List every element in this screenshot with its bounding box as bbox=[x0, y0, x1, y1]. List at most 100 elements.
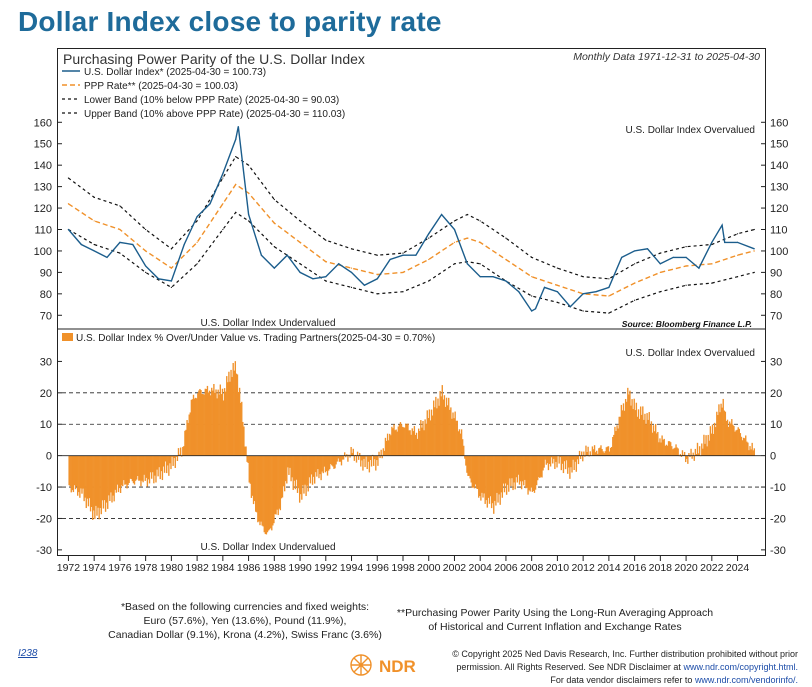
bar bbox=[745, 435, 747, 456]
bar bbox=[236, 374, 239, 456]
bar bbox=[141, 455, 143, 481]
bar bbox=[424, 419, 426, 456]
lower-band-line bbox=[68, 211, 755, 314]
chart-code-link[interactable]: I238 bbox=[18, 648, 38, 659]
bar bbox=[307, 455, 309, 492]
bar bbox=[134, 455, 137, 481]
bar bbox=[228, 371, 230, 456]
bar bbox=[716, 411, 718, 456]
bar bbox=[263, 455, 265, 533]
bar bbox=[115, 455, 117, 493]
vendor-link[interactable]: www.ndr.com/vendorinfo/. bbox=[694, 675, 798, 685]
x-tick-label: 2020 bbox=[674, 562, 698, 574]
bar bbox=[743, 438, 746, 456]
bar bbox=[567, 455, 569, 474]
bar bbox=[465, 455, 467, 466]
data-point bbox=[453, 228, 456, 231]
y-tick-label: 110 bbox=[770, 225, 788, 237]
bar bbox=[107, 455, 109, 509]
bar bbox=[209, 395, 212, 456]
data-point bbox=[608, 312, 610, 314]
bar bbox=[217, 389, 219, 456]
data-point bbox=[453, 263, 456, 265]
x-tick-label: 1978 bbox=[134, 562, 158, 574]
bar bbox=[389, 433, 391, 456]
bar bbox=[464, 455, 466, 459]
bar bbox=[445, 397, 448, 456]
data-point bbox=[325, 261, 327, 263]
bar bbox=[564, 455, 567, 470]
bar bbox=[540, 455, 542, 477]
data-point bbox=[753, 228, 755, 231]
bar bbox=[438, 405, 440, 456]
bar bbox=[548, 455, 551, 464]
bar bbox=[125, 455, 127, 485]
x-tick-label: 2018 bbox=[649, 562, 673, 574]
bar bbox=[353, 455, 356, 461]
data-point bbox=[299, 271, 301, 273]
bar bbox=[260, 455, 262, 522]
bar bbox=[651, 432, 654, 456]
bar bbox=[470, 455, 472, 483]
bar bbox=[408, 430, 410, 456]
bar bbox=[738, 428, 740, 456]
data-point bbox=[93, 250, 95, 252]
bar bbox=[550, 455, 553, 458]
bar bbox=[84, 455, 86, 498]
data-point bbox=[273, 222, 275, 224]
x-tick-label: 2006 bbox=[494, 562, 518, 574]
data-point bbox=[582, 276, 584, 278]
bar bbox=[356, 451, 359, 456]
bar bbox=[747, 442, 749, 456]
data-point bbox=[428, 280, 430, 282]
bar bbox=[247, 455, 249, 463]
bar bbox=[553, 455, 555, 459]
bar bbox=[211, 387, 213, 456]
bar bbox=[281, 455, 284, 498]
bar bbox=[361, 455, 363, 461]
bar bbox=[519, 455, 522, 482]
bar bbox=[204, 388, 206, 456]
bar bbox=[124, 455, 126, 485]
bar bbox=[665, 444, 668, 456]
bar bbox=[484, 455, 486, 504]
bar bbox=[319, 455, 321, 475]
bar bbox=[127, 455, 129, 485]
x-tick-label: 1980 bbox=[160, 562, 184, 574]
bar bbox=[344, 452, 346, 456]
bar bbox=[298, 455, 301, 503]
data-point bbox=[479, 276, 481, 278]
data-point bbox=[685, 246, 687, 248]
bar bbox=[624, 398, 627, 456]
x-tick-label: 1976 bbox=[108, 562, 132, 574]
bar bbox=[597, 453, 599, 456]
data-point bbox=[543, 286, 546, 289]
data-point bbox=[80, 243, 82, 246]
y-tick-label: 80 bbox=[40, 289, 52, 301]
copyright-link[interactable]: www.ndr.com/copyright.html. bbox=[683, 662, 798, 672]
bar bbox=[369, 455, 372, 461]
bar bbox=[385, 440, 388, 456]
bar bbox=[468, 455, 470, 476]
bar bbox=[587, 446, 589, 456]
data-point bbox=[247, 220, 250, 222]
bar bbox=[668, 441, 671, 456]
bar bbox=[422, 421, 424, 456]
bar bbox=[560, 455, 562, 471]
x-tick-label: 1984 bbox=[211, 562, 235, 574]
bar bbox=[259, 455, 261, 526]
bar bbox=[713, 422, 716, 456]
bar bbox=[261, 455, 263, 526]
bar bbox=[188, 414, 190, 456]
bar bbox=[327, 455, 330, 471]
bar bbox=[132, 455, 135, 484]
footnote-line: Canadian Dollar (9.1%), Krona (4.2%), Sw… bbox=[108, 629, 382, 641]
bar bbox=[155, 455, 157, 483]
bar bbox=[160, 455, 163, 472]
bar bbox=[630, 405, 632, 456]
bar bbox=[227, 382, 229, 456]
data-point bbox=[736, 241, 739, 243]
data-point bbox=[237, 125, 239, 128]
bar bbox=[452, 412, 454, 456]
bar bbox=[648, 412, 650, 456]
